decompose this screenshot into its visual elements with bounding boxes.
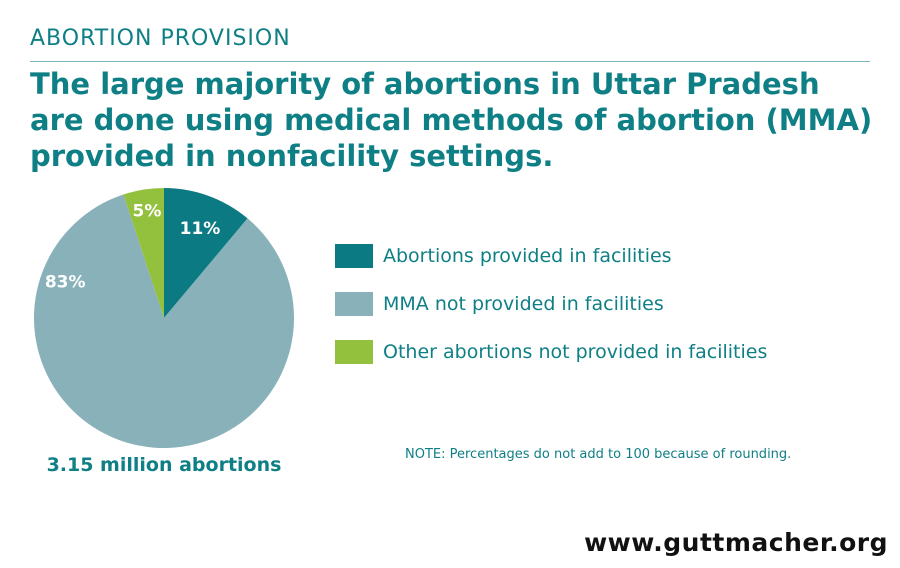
chart-note: NOTE: Percentages do not add to 100 beca… xyxy=(405,447,792,462)
legend-item-facilities: Abortions provided in facilities xyxy=(335,244,767,268)
slice-label-mma: 83% xyxy=(45,272,86,292)
legend-swatch-mma xyxy=(335,292,373,316)
header-divider xyxy=(30,61,870,62)
legend-label-other: Other abortions not provided in faciliti… xyxy=(383,341,768,363)
chart-headline: The large majority of abortions in Uttar… xyxy=(30,67,873,173)
pie-caption: 3.15 million abortions xyxy=(46,454,282,476)
legend-swatch-other xyxy=(335,340,373,364)
legend-item-other: Other abortions not provided in faciliti… xyxy=(335,340,767,364)
legend-item-mma: MMA not provided in facilities xyxy=(335,292,767,316)
pie-chart: 11% 83% 5% xyxy=(34,188,295,448)
chart-legend: Abortions provided in facilities MMA not… xyxy=(335,244,767,388)
pie-slice-other xyxy=(123,188,164,318)
legend-label-mma: MMA not provided in facilities xyxy=(383,293,664,315)
slice-label-other: 5% xyxy=(132,201,161,221)
pie-slice-facilities xyxy=(164,188,248,318)
website-url[interactable]: www.guttmacher.org xyxy=(584,528,888,557)
section-kicker: ABORTION PROVISION xyxy=(30,26,291,51)
slice-label-facilities: 11% xyxy=(180,219,221,239)
legend-label-facilities: Abortions provided in facilities xyxy=(383,245,672,267)
legend-swatch-facilities xyxy=(335,244,373,268)
pie-slice-mma xyxy=(34,194,295,448)
